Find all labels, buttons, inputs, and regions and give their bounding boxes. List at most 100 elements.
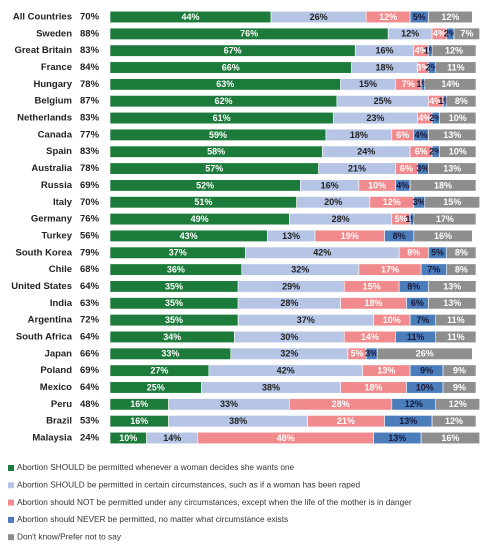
value-label: 13% [399, 416, 417, 426]
category-label: Russia [41, 180, 73, 191]
value-label: 27% [150, 366, 168, 376]
total-label: 79% [80, 247, 100, 258]
value-label: 9% [453, 366, 466, 376]
value-label: 4% [429, 96, 442, 106]
value-label: 4% [433, 29, 446, 39]
value-label: 76% [240, 29, 258, 39]
category-label: Germany [31, 214, 73, 225]
value-label: 13% [443, 163, 461, 173]
total-label: 69% [80, 180, 100, 191]
value-label: 7% [416, 315, 429, 325]
category-label: Italy [53, 197, 73, 208]
value-label: 2% [429, 113, 442, 123]
value-label: 59% [209, 130, 227, 140]
total-label: 48% [80, 399, 100, 410]
total-label: 83% [80, 45, 100, 56]
value-label: 67% [224, 46, 242, 56]
bar-segment [435, 314, 477, 327]
value-label: 18% [350, 130, 368, 140]
value-label: 58% [207, 147, 225, 157]
value-label: 13% [388, 433, 406, 443]
total-label: 24% [80, 433, 100, 444]
legend-label: Don't know/Prefer not to say [17, 531, 122, 541]
value-label: 36% [167, 264, 185, 274]
total-label: 64% [80, 281, 100, 292]
value-label: 12% [405, 399, 423, 409]
value-label: 6% [400, 163, 413, 173]
value-label: 9% [420, 366, 433, 376]
value-label: 16% [375, 46, 393, 56]
value-label: 12% [379, 12, 397, 22]
category-label: Sweden [36, 28, 72, 39]
value-label: 11% [447, 332, 465, 342]
value-label: 18% [434, 180, 452, 190]
value-label: 15% [443, 197, 461, 207]
value-label: 44% [182, 12, 200, 22]
value-label: 10% [449, 147, 467, 157]
value-label: 19% [341, 231, 359, 241]
category-label: Malaysia [32, 433, 72, 444]
category-label: Poland [40, 365, 72, 376]
value-label: 14% [441, 79, 459, 89]
total-label: 70% [80, 197, 100, 208]
value-label: 13% [443, 298, 461, 308]
total-label: 76% [80, 214, 100, 225]
value-label: 62% [214, 96, 232, 106]
value-label: 38% [229, 416, 247, 426]
category-label: Brazil [46, 416, 72, 427]
value-label: 10% [368, 180, 386, 190]
value-label: 33% [161, 349, 179, 359]
value-label: 18% [365, 298, 383, 308]
legend-swatch [8, 465, 14, 471]
bar-segment [424, 78, 477, 91]
value-label: 23% [366, 113, 384, 123]
bar-segment [431, 44, 477, 57]
bar-segment [442, 381, 477, 394]
value-label: 24% [357, 147, 375, 157]
value-label: 28% [332, 214, 350, 224]
value-label: 16% [321, 180, 339, 190]
value-label: 1% [438, 96, 451, 106]
value-label: 6% [396, 130, 409, 140]
total-label: 70% [80, 12, 100, 23]
value-label: 21% [337, 416, 355, 426]
value-label: 37% [297, 315, 315, 325]
value-label: 48% [277, 433, 295, 443]
legend-label: Abortion SHOULD be permitted whenever a … [17, 462, 295, 472]
value-label: 4% [418, 113, 431, 123]
value-label: 66% [222, 62, 240, 72]
value-label: 1% [405, 214, 418, 224]
value-label: 32% [291, 264, 309, 274]
value-label: 11% [447, 315, 465, 325]
value-label: 18% [375, 62, 393, 72]
total-label: 84% [80, 62, 100, 73]
value-label: 12% [441, 12, 459, 22]
value-label: 5% [351, 349, 364, 359]
value-label: 30% [280, 332, 298, 342]
bar-segment [409, 179, 477, 192]
value-label: 8% [407, 281, 420, 291]
value-label: 16% [130, 399, 148, 409]
bar-segment [435, 61, 477, 74]
bar-segment [446, 95, 477, 108]
value-label: 18% [365, 382, 383, 392]
value-label: 35% [165, 315, 183, 325]
category-label: India [50, 298, 73, 309]
value-label: 20% [324, 197, 342, 207]
value-label: 26% [416, 349, 434, 359]
total-label: 66% [80, 348, 100, 359]
total-label: 64% [80, 382, 100, 393]
value-label: 8% [455, 248, 468, 258]
value-label: 2% [444, 29, 457, 39]
total-label: 77% [80, 129, 100, 140]
value-label: 3% [416, 163, 429, 173]
bar-segment [413, 229, 473, 242]
value-label: 4% [415, 46, 428, 56]
total-label: 83% [80, 146, 100, 157]
value-label: 16% [130, 416, 148, 426]
value-label: 1% [424, 46, 437, 56]
bar-segment [442, 364, 477, 377]
bar-segment [435, 398, 480, 411]
legend-swatch [8, 499, 14, 506]
